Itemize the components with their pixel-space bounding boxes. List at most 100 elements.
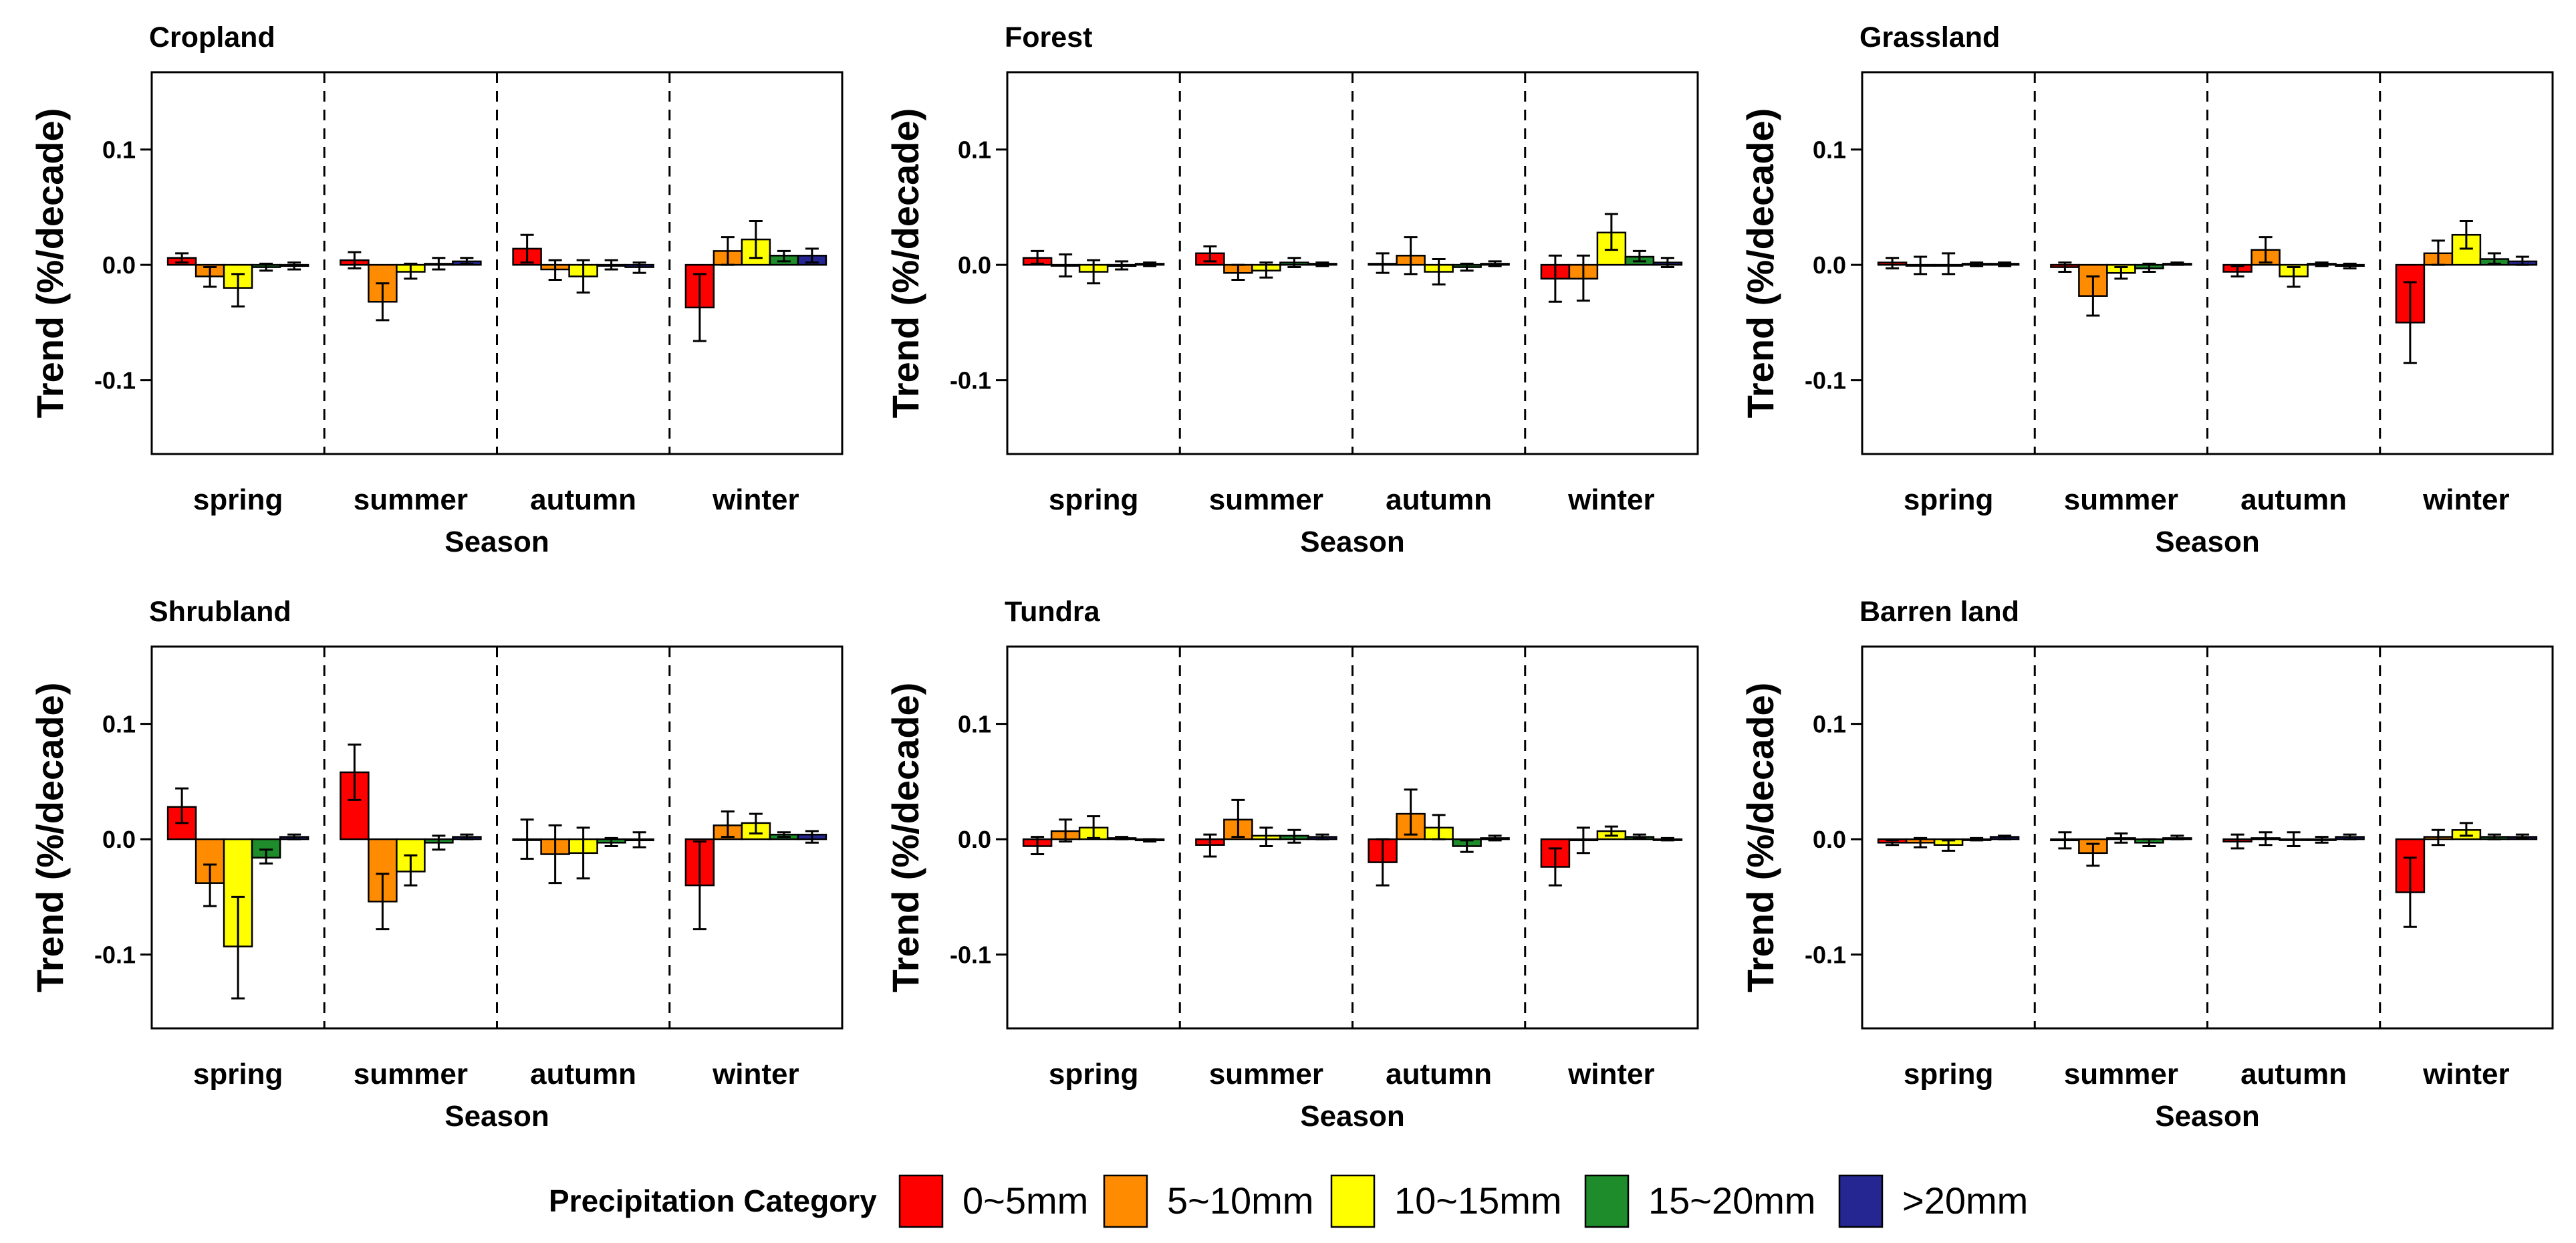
error-bar-forest-spring-15-20mm: [1115, 260, 1129, 271]
error-bar-grassland-autumn-0-5mm: [2230, 265, 2244, 277]
error-bar-forest-winter-5-10mm: [1576, 254, 1590, 302]
x-tick-label-summer: summer: [354, 1058, 468, 1091]
x-tick-label-autumn: autumn: [530, 1058, 636, 1091]
error-bar-shrubland-winter-5-10mm: [721, 810, 735, 838]
error-bar-tundra-spring-gt20mm: [1143, 838, 1157, 843]
x-axis-title: Season: [2155, 526, 2260, 558]
error-bar-shrubland-spring-10-15mm: [231, 895, 245, 1000]
y-tick-label: 0.0: [1813, 251, 1846, 279]
error-bar-grassland-summer-0-5mm: [2058, 261, 2072, 273]
error-bar-tundra-spring-15-20mm: [1115, 836, 1129, 840]
y-tick-label: -0.1: [950, 941, 991, 969]
legend-label: >20mm: [1902, 1179, 2028, 1222]
y-tick-label: 0.1: [102, 711, 136, 738]
error-bar-shrubland-autumn-gt20mm: [632, 831, 646, 849]
error-bar-cropland-spring-10-15mm: [231, 273, 245, 308]
error-bar-forest-winter-10-15mm: [1604, 213, 1618, 251]
legend-swatch: [1103, 1174, 1148, 1228]
error-bar-barren-land-autumn-15-20mm: [2315, 836, 2329, 844]
error-bar-cropland-summer-gt20mm: [460, 257, 474, 265]
error-bar-tundra-autumn-0-5mm: [1376, 838, 1390, 887]
error-bar-grassland-spring-10-15mm: [1942, 252, 1956, 275]
error-bar-forest-autumn-15-20mm: [1460, 262, 1474, 272]
y-tick-label: 0.0: [102, 826, 136, 853]
x-axis-title: Season: [444, 526, 549, 558]
error-bar-tundra-winter-15-20mm: [1632, 833, 1646, 839]
panel-title: Cropland: [149, 21, 275, 53]
error-bar-shrubland-autumn-10-15mm: [576, 826, 590, 880]
y-tick-label: 0.1: [1813, 711, 1846, 738]
x-tick-label-summer: summer: [2064, 1058, 2178, 1091]
error-bar-cropland-winter-gt20mm: [805, 247, 819, 264]
panel-cropland: 0.1 0.0 -0.1 Trend (%/decade) spring summer au…: [29, 21, 844, 558]
error-bar-cropland-autumn-15-20mm: [604, 259, 618, 271]
y-tick-label: -0.1: [94, 941, 136, 969]
y-tick-label: -0.1: [1805, 367, 1846, 394]
error-bar-shrubland-winter-15-20mm: [777, 831, 791, 838]
x-axis-title: Season: [1300, 1100, 1405, 1133]
x-axis-title: Season: [444, 1100, 549, 1133]
error-bar-grassland-autumn-5-10mm: [2259, 236, 2273, 264]
error-bar-grassland-winter-0-5mm: [2403, 281, 2417, 364]
error-bar-barren-land-autumn-5-10mm: [2259, 831, 2273, 846]
panel-title: Shrubland: [149, 596, 291, 628]
error-bar-shrubland-autumn-0-5mm: [520, 818, 534, 860]
legend-item-5-10mm: 5~10mm: [1103, 1174, 1313, 1228]
legend-item-10-15mm: 10~15mm: [1330, 1174, 1562, 1228]
error-bar-tundra-summer-15-20mm: [1287, 828, 1301, 844]
error-bar-shrubland-spring-gt20mm: [287, 833, 301, 840]
legend: Precipitation Category 0~5mm 5~10mm 10~15mm…: [549, 1174, 2028, 1228]
error-bar-tundra-winter-gt20mm: [1660, 836, 1674, 842]
y-tick-label: 0.1: [958, 136, 991, 164]
legend-label: 10~15mm: [1394, 1179, 1562, 1222]
y-axis-title: Trend (%/decade): [1739, 108, 1781, 419]
error-bar-tundra-summer-5-10mm: [1231, 798, 1245, 838]
error-bar-forest-autumn-5-10mm: [1404, 236, 1418, 275]
error-bar-grassland-winter-5-10mm: [2431, 239, 2445, 266]
error-bar-barren-land-spring-5-10mm: [1914, 836, 1928, 849]
error-bar-cropland-winter-0-5mm: [692, 273, 706, 342]
y-tick-label: -0.1: [1805, 941, 1846, 969]
error-bar-barren-land-spring-gt20mm: [1998, 834, 2012, 840]
error-bar-grassland-summer-15-20mm: [2142, 262, 2156, 273]
x-tick-label-summer: summer: [1209, 483, 1323, 516]
error-bar-grassland-autumn-10-15mm: [2287, 266, 2301, 288]
error-bar-tundra-autumn-gt20mm: [1488, 834, 1502, 842]
x-tick-label-spring: spring: [1904, 483, 1993, 516]
panel-shrubland: 0.1 0.0 -0.1 Trend (%/decade) spring summer au…: [29, 596, 844, 1133]
error-bar-cropland-summer-5-10mm: [376, 282, 390, 322]
x-tick-label-winter: winter: [2422, 483, 2510, 516]
y-tick-label: 0.0: [102, 251, 136, 279]
x-tick-label-spring: spring: [193, 483, 283, 516]
error-bar-barren-land-autumn-10-15mm: [2287, 831, 2301, 847]
y-tick-label: 0.0: [958, 251, 991, 279]
panel-title: Forest: [1005, 21, 1092, 53]
error-bar-barren-land-winter-5-10mm: [2431, 828, 2445, 846]
error-bar-shrubland-winter-gt20mm: [805, 830, 819, 844]
x-tick-label-winter: winter: [1567, 483, 1655, 516]
error-bar-grassland-spring-5-10mm: [1914, 255, 1928, 275]
error-bar-tundra-summer-0-5mm: [1203, 833, 1217, 858]
error-bar-cropland-winter-15-20mm: [777, 249, 791, 263]
panel-barren-land: 0.1 0.0 -0.1 Trend (%/decade) spring summer au…: [1739, 596, 2554, 1133]
y-tick-label: 0.1: [958, 711, 991, 738]
x-tick-label-winter: winter: [712, 483, 799, 516]
error-bar-shrubland-spring-15-20mm: [259, 849, 273, 865]
error-bar-shrubland-winter-10-15mm: [749, 812, 763, 834]
error-bar-forest-autumn-gt20mm: [1488, 260, 1502, 267]
legend-label: 0~5mm: [962, 1179, 1088, 1222]
error-bar-cropland-winter-5-10mm: [721, 236, 735, 266]
error-bar-grassland-winter-gt20mm: [2515, 255, 2529, 266]
panel-forest: 0.1 0.0 -0.1 Trend (%/decade) spring summer au…: [884, 21, 1699, 558]
error-bar-cropland-summer-10-15mm: [404, 262, 418, 280]
panel-title: Grassland: [1859, 21, 2000, 53]
panel-grassland: 0.1 0.0 -0.1 Trend (%/decade) spring summer au…: [1739, 21, 2554, 558]
error-bar-barren-land-summer-5-10mm: [2086, 842, 2100, 867]
error-bar-forest-autumn-10-15mm: [1432, 257, 1446, 286]
error-bar-shrubland-autumn-15-20mm: [604, 836, 618, 847]
error-bar-barren-land-summer-10-15mm: [2114, 832, 2128, 844]
y-tick-label: 0.1: [1813, 136, 1846, 164]
error-bar-forest-winter-15-20mm: [1632, 249, 1646, 263]
error-bar-tundra-spring-0-5mm: [1031, 836, 1045, 856]
x-tick-label-summer: summer: [1209, 1058, 1323, 1091]
